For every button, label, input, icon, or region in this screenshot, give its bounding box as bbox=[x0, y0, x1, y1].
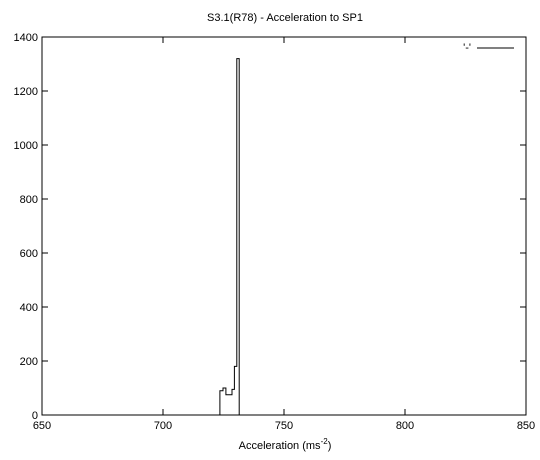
x-axis-label: Acceleration (ms-2) bbox=[239, 437, 332, 452]
series-line bbox=[42, 58, 526, 416]
x-tick-label: 850 bbox=[517, 420, 535, 432]
chart-title: S3.1(R78) - Acceleration to SP1 bbox=[207, 12, 363, 24]
x-axis-label-main: Acceleration (ms bbox=[239, 440, 321, 452]
x-axis: 650 700 750 800 850 bbox=[33, 37, 535, 432]
legend-label: '-' bbox=[463, 42, 471, 54]
y-axis: 0 200 400 600 800 1000 1200 1400 bbox=[14, 32, 526, 422]
y-tick-label: 600 bbox=[20, 248, 38, 260]
x-tick-label: 750 bbox=[275, 420, 293, 432]
y-tick-label: 200 bbox=[20, 356, 38, 368]
x-axis-label-end: ) bbox=[328, 440, 332, 452]
y-tick-label: 1000 bbox=[14, 140, 38, 152]
x-tick-label: 700 bbox=[154, 420, 172, 432]
y-tick-label: 1200 bbox=[14, 86, 38, 98]
x-tick-label: 650 bbox=[33, 420, 51, 432]
x-tick-label: 800 bbox=[396, 420, 414, 432]
plot-frame bbox=[41, 36, 527, 416]
y-tick-label: 0 bbox=[32, 410, 38, 422]
legend: '-' bbox=[463, 42, 514, 54]
y-tick-label: 800 bbox=[20, 194, 38, 206]
y-tick-label: 400 bbox=[20, 302, 38, 314]
x-axis-label-superscript: -2 bbox=[321, 437, 329, 446]
y-tick-label: 1400 bbox=[14, 32, 38, 44]
